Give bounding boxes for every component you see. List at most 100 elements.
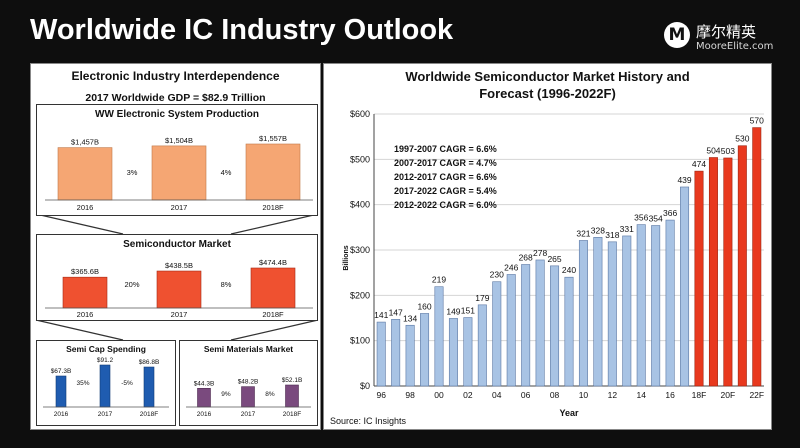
- bar-value-label: $44.3B: [194, 380, 215, 387]
- y-tick-label: $0: [360, 381, 370, 391]
- semi-cap-spending-box: Semi Cap Spending $67.3B 2016 $91.2 2017 $86…: [36, 340, 176, 426]
- category-label: 2018F: [262, 203, 284, 212]
- y-axis-label: Billions: [343, 245, 350, 270]
- bar-value-label: 268: [519, 253, 533, 263]
- y-tick-label: $200: [350, 290, 370, 300]
- main-chart-title-line2: Forecast (1996-2022F): [479, 86, 616, 101]
- bar-value-label: 570: [750, 116, 764, 126]
- bar: [651, 225, 661, 387]
- bar: [245, 143, 301, 201]
- bar: [694, 170, 704, 387]
- y-tick-label: $500: [350, 154, 370, 164]
- bar: [99, 364, 111, 408]
- growth-label: 8%: [265, 391, 275, 398]
- x-tick-label: 20F: [721, 390, 736, 400]
- growth-label: 20%: [124, 280, 139, 289]
- bar: [521, 264, 531, 387]
- growth-label: 8%: [221, 280, 232, 289]
- x-tick-label: 96: [376, 390, 386, 400]
- bar: [57, 147, 113, 201]
- cagr-item: 2012-2022 CAGR = 6.0%: [394, 200, 497, 210]
- semiconductor-market-chart: $365.6B 2016 $438.5B 2017 $474.4B 2018F 20% 8%: [45, 258, 313, 319]
- growth-label: -5%: [121, 380, 133, 387]
- bar-value-label: 321: [576, 228, 590, 238]
- system-production-chart: $1,457B 2016 $1,504B 2017 $1,557B 2018F 3% 4%: [45, 134, 313, 212]
- semi-materials-chart: $44.3B 2016 $48.2B 2017 $52.1B 2018F 9% 8%: [186, 377, 311, 418]
- bar: [752, 127, 762, 387]
- bar: [607, 241, 617, 387]
- bar: [477, 304, 487, 387]
- logo-chinese-text: 摩尔精英: [696, 23, 757, 41]
- bar: [391, 319, 401, 387]
- semiconductor-market-title: Semiconductor Market: [123, 239, 231, 250]
- system-production-box: WW Electronic System Production $1,457B 2…: [36, 104, 318, 216]
- bar-value-label: 149: [446, 306, 460, 316]
- bar-value-label: 328: [591, 225, 605, 235]
- x-axis-label: Year: [559, 408, 579, 418]
- x-tick-label: 06: [521, 390, 531, 400]
- growth-label: 9%: [221, 391, 231, 398]
- bar-value-label: $52.1B: [282, 377, 303, 384]
- bar: [405, 324, 415, 387]
- company-logo: M 摩尔精英 MooreElite.com: [664, 22, 794, 58]
- bar-value-label: $48.2B: [238, 379, 259, 386]
- category-label: 2016: [197, 411, 212, 418]
- bar-value-label: 147: [389, 307, 403, 317]
- bar: [622, 235, 632, 387]
- x-tick-label: 98: [405, 390, 415, 400]
- slide-title: Worldwide IC Industry Outlook: [30, 14, 454, 46]
- bar: [156, 270, 202, 309]
- x-tick-label: 04: [492, 390, 502, 400]
- bar-value-label: 530: [735, 134, 749, 144]
- bar: [680, 186, 690, 387]
- x-tick-label: 22F: [749, 390, 764, 400]
- category-label: 2017: [171, 203, 188, 212]
- bar: [636, 224, 646, 387]
- bar-value-label: 134: [403, 313, 417, 323]
- logo-english-text: MooreElite.com: [696, 41, 774, 52]
- bar-value-label: 246: [504, 262, 518, 272]
- bar-value-label: 439: [677, 175, 691, 185]
- y-tick-label: $100: [350, 336, 370, 346]
- interdependence-panel: Electronic Industry Interdependence 2017…: [30, 63, 321, 430]
- bar-value-label: 179: [475, 293, 489, 303]
- x-tick-label: 10: [579, 390, 589, 400]
- bar-value-label: 278: [533, 248, 547, 258]
- bar: [492, 281, 502, 387]
- bar-value-label: 160: [417, 301, 431, 311]
- bar-value-label: 356: [634, 213, 648, 223]
- bar: [593, 237, 603, 387]
- bar: [506, 274, 516, 387]
- category-label: 2018F: [262, 310, 284, 319]
- bar: [550, 265, 560, 387]
- x-tick-label: 16: [665, 390, 675, 400]
- bar-value-label: 219: [432, 275, 446, 285]
- semi-cap-spending-chart: $67.3B 2016 $91.2 2017 $86.8B 2018F 35% -5%: [43, 357, 169, 418]
- bar-value-label: $474.4B: [259, 258, 287, 267]
- bar: [151, 145, 207, 201]
- x-tick-label: 18F: [692, 390, 707, 400]
- bar-value-label: $67.3B: [51, 368, 72, 375]
- bar-value-label: 503: [721, 146, 735, 156]
- bar-value-label: 366: [663, 208, 677, 218]
- funnel-connectors: [35, 213, 319, 341]
- growth-label: 3%: [127, 168, 138, 177]
- y-tick-label: $600: [350, 109, 370, 119]
- bar-value-label: $86.8B: [139, 359, 160, 366]
- bar-value-label: 265: [547, 254, 561, 264]
- market-history-panel: Worldwide Semiconductor Market History a…: [323, 63, 772, 430]
- bar: [737, 145, 747, 387]
- category-label: 2017: [241, 411, 256, 418]
- bar-value-label: 354: [649, 214, 663, 224]
- bar: [434, 286, 444, 387]
- y-tick-label: $300: [350, 245, 370, 255]
- bar-value-label: 151: [461, 306, 475, 316]
- category-label: 2018F: [283, 411, 301, 418]
- gdp-label: 2017 Worldwide GDP = $82.9 Trillion: [85, 92, 266, 104]
- bar-value-label: $91.2: [97, 357, 114, 364]
- bar: [55, 375, 67, 408]
- bar: [723, 157, 733, 387]
- bar: [285, 384, 299, 408]
- cagr-item: 1997-2007 CAGR = 6.6%: [394, 144, 497, 154]
